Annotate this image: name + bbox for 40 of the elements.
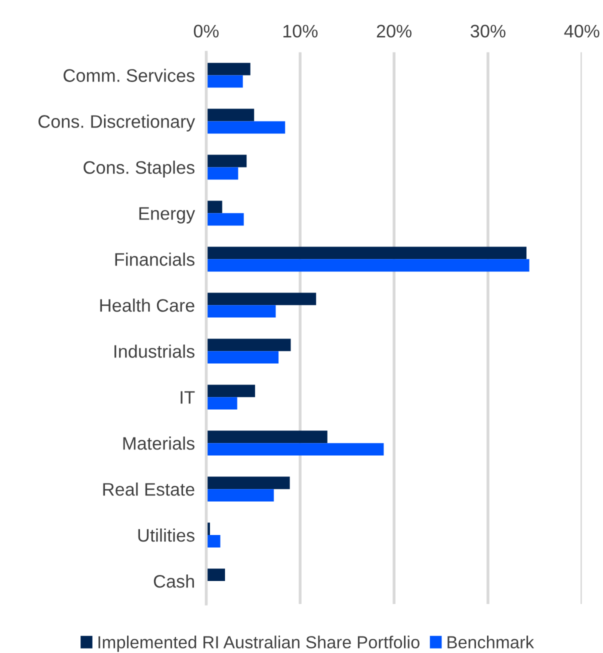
bar [206,568,226,582]
bar [206,397,238,410]
bar [206,489,274,502]
bar [206,338,291,352]
bar [206,443,384,456]
bar [206,476,290,490]
bar [206,259,530,272]
bar [206,62,250,76]
bar [206,246,526,260]
bar [206,121,286,134]
x-tick-label: 0% [194,24,219,38]
y-tick-label: Industrials [114,344,194,358]
y-tick-label: Real Estate [103,482,194,496]
bar [206,292,316,306]
bar [206,167,238,180]
y-tick-label: Cash [154,574,194,588]
bar [206,430,328,444]
bar [206,351,279,364]
bar [206,535,220,548]
x-tick-label: 20% [376,24,412,38]
bar [206,108,254,122]
x-tick-label: 10% [283,24,318,38]
legend-label: Benchmark [448,636,534,648]
x-tick-label: 40% [564,24,600,38]
bar [206,75,243,88]
x-tick-label: 30% [470,24,506,38]
y-tick-label: Materials [123,436,194,450]
bar [206,305,276,318]
legend-label: Implemented RI Australian Share Portfolio [98,636,420,652]
y-tick-label: Cons. Staples [84,160,194,178]
y-tick-label: Energy [139,207,196,224]
y-tick-label: Cons. Discretionary [38,114,196,132]
y-tick-label: IT [180,391,195,404]
bar [206,154,247,168]
bar [206,213,244,226]
y-tick-label: Utilities [138,528,194,542]
y-tick-label: Comm. Services [64,68,194,82]
bar [206,384,256,398]
y-tick-label: Financials [115,252,194,266]
y-tick-label: Health Care [100,298,194,312]
